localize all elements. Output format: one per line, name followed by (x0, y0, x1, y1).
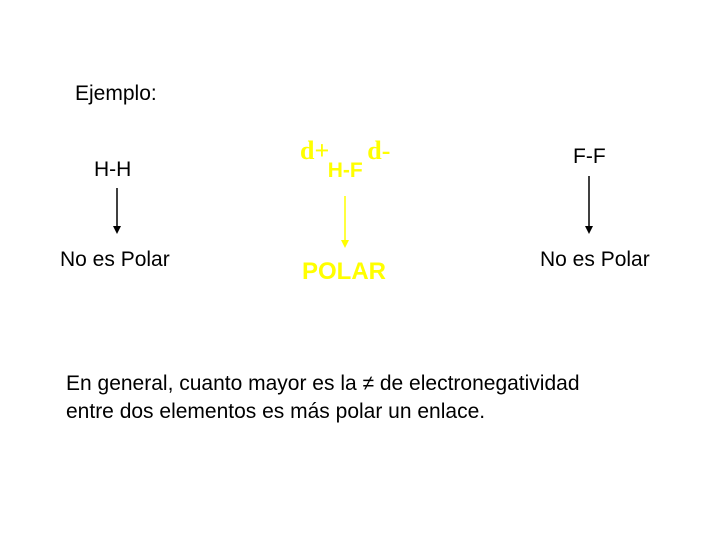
summary-line1: En general, cuanto mayor es la ≠ de elec… (66, 372, 580, 395)
arrow-down-left (112, 188, 122, 234)
molecule-hh: H-H (94, 158, 131, 182)
result-center: POLAR (302, 258, 386, 286)
delta-plus: d+ (300, 138, 329, 164)
example-heading: Ejemplo: (75, 82, 157, 106)
result-left: No es Polar (60, 248, 170, 272)
arrow-down-center (340, 196, 350, 248)
molecule-hf-block: d+ d- H-F (300, 138, 390, 181)
molecule-ff: F-F (573, 145, 606, 169)
summary-line2: entre dos elementos es más polar un enla… (66, 400, 485, 423)
result-right: No es Polar (540, 248, 650, 272)
arrow-down-right (584, 176, 594, 234)
summary-text: En general, cuanto mayor es la ≠ de elec… (66, 370, 580, 427)
delta-minus: d- (367, 138, 390, 164)
